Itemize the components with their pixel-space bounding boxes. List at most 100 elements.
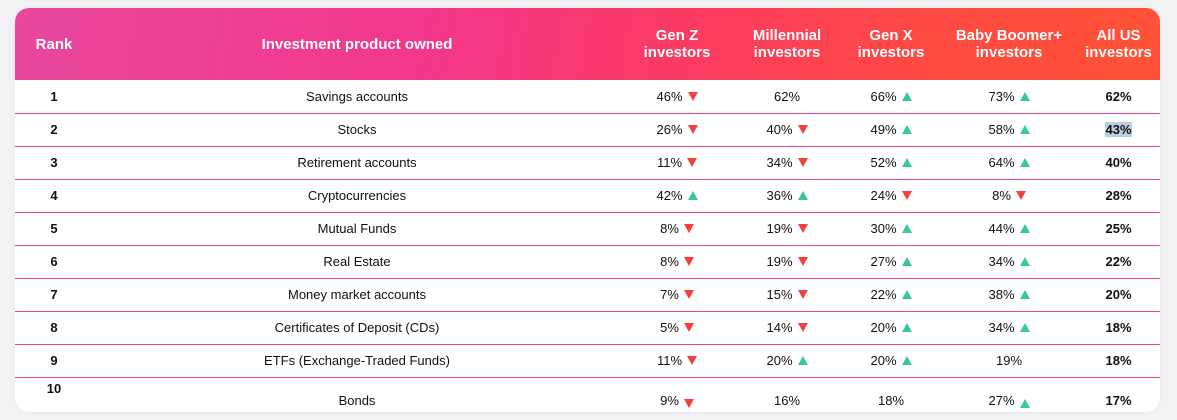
- column-header-product: Investment product owned: [261, 35, 453, 53]
- genx-value: 66%: [870, 89, 897, 104]
- rank-cell: 5: [50, 221, 58, 236]
- trend-up-icon: [1019, 125, 1030, 134]
- genx-value: 49%: [870, 122, 897, 137]
- all-investors-cell: 18%: [1077, 344, 1160, 377]
- genz-value: 9%: [660, 393, 679, 408]
- table-row: 1 Savings accounts 46% 62% 66% 73% 62%: [15, 80, 1160, 114]
- trend-up-icon: [797, 356, 808, 365]
- genz-value: 26%: [656, 122, 683, 137]
- product-cell: Certificates of Deposit (CDs): [274, 320, 440, 335]
- rank-cell: 8: [50, 320, 58, 335]
- rank-cell: 7: [50, 287, 58, 302]
- genz-cell: 26%: [621, 113, 733, 146]
- trend-up-icon: [1019, 399, 1030, 408]
- millennial-cell: 19%: [733, 212, 841, 245]
- boomer-value: 34%: [988, 320, 1015, 335]
- all-investors-cell: 28%: [1077, 179, 1160, 212]
- trend-down-icon: [797, 290, 808, 299]
- genz-cell: 46%: [621, 80, 733, 113]
- rank-cell: 2: [50, 122, 58, 137]
- product-cell: Cryptocurrencies: [307, 188, 407, 203]
- genx-cell: 18%: [841, 377, 941, 412]
- trend-up-icon: [901, 290, 912, 299]
- all-investors-cell: 20%: [1077, 278, 1160, 311]
- trend-down-icon: [797, 125, 808, 134]
- genx-cell: 49%: [841, 113, 941, 146]
- table-row: 4 Cryptocurrencies 42% 36% 24% 8% 28%: [15, 179, 1160, 213]
- boomer-cell: 27%: [941, 377, 1077, 412]
- boomer-cell: 38%: [941, 278, 1077, 311]
- genz-cell: 42%: [621, 179, 733, 212]
- trend-up-icon: [901, 158, 912, 167]
- trend-down-icon: [797, 224, 808, 233]
- millennial-value: 19%: [766, 221, 793, 236]
- genz-cell: 11%: [621, 146, 733, 179]
- genz-value: 46%: [656, 89, 683, 104]
- product-cell: Retirement accounts: [297, 155, 417, 170]
- rank-cell: 6: [50, 254, 58, 269]
- genx-value: 20%: [870, 320, 897, 335]
- column-header-millennial: Millennial investors: [752, 27, 822, 61]
- millennial-value: 19%: [766, 254, 793, 269]
- trend-down-icon: [683, 257, 694, 266]
- boomer-value: 73%: [988, 89, 1015, 104]
- all-investors-value: 22%: [1105, 254, 1132, 269]
- all-investors-value: 25%: [1105, 221, 1132, 236]
- rank-cell: 4: [50, 188, 58, 203]
- boomer-cell: 44%: [941, 212, 1077, 245]
- trend-up-icon: [1019, 323, 1030, 332]
- genx-cell: 52%: [841, 146, 941, 179]
- trend-down-icon: [683, 399, 694, 408]
- genx-value: 27%: [870, 254, 897, 269]
- all-investors-value: 18%: [1105, 353, 1132, 368]
- trend-up-icon: [687, 191, 698, 200]
- millennial-value: 36%: [766, 188, 793, 203]
- all-investors-value: 40%: [1105, 155, 1132, 170]
- millennial-cell: 20%: [733, 344, 841, 377]
- genz-cell: 7%: [621, 278, 733, 311]
- genz-value: 8%: [660, 221, 679, 236]
- table-row: 10 Bonds 9% 16% 18% 27% 17%: [15, 377, 1160, 412]
- boomer-cell: 73%: [941, 80, 1077, 113]
- genx-value: 24%: [870, 188, 897, 203]
- all-investors-value: 20%: [1105, 287, 1132, 302]
- all-investors-value: 17%: [1105, 393, 1132, 408]
- trend-down-icon: [687, 158, 698, 167]
- trend-up-icon: [1019, 224, 1030, 233]
- investment-table-card: Rank Investment product owned Gen Z invest…: [15, 8, 1160, 412]
- all-investors-cell: 25%: [1077, 212, 1160, 245]
- table-row: 7 Money market accounts 7% 15% 22% 38% 20%: [15, 278, 1160, 312]
- table-row: 6 Real Estate 8% 19% 27% 34% 22%: [15, 245, 1160, 279]
- trend-down-icon: [687, 125, 698, 134]
- product-cell: Stocks: [337, 122, 377, 137]
- trend-up-icon: [1019, 290, 1030, 299]
- boomer-cell: 34%: [941, 311, 1077, 344]
- millennial-value: 14%: [766, 320, 793, 335]
- trend-down-icon: [683, 323, 694, 332]
- genx-cell: 27%: [841, 245, 941, 278]
- table-row: 5 Mutual Funds 8% 19% 30% 44% 25%: [15, 212, 1160, 246]
- all-investors-value: 18%: [1105, 320, 1132, 335]
- boomer-value: 44%: [988, 221, 1015, 236]
- trend-down-icon: [797, 323, 808, 332]
- genx-value: 20%: [870, 353, 897, 368]
- boomer-value: 64%: [988, 155, 1015, 170]
- all-investors-cell: 62%: [1077, 80, 1160, 113]
- table-row: 2 Stocks 26% 40% 49% 58% 43%: [15, 113, 1160, 147]
- trend-up-icon: [1019, 92, 1030, 101]
- product-cell: Money market accounts: [287, 287, 426, 302]
- trend-up-icon: [901, 92, 912, 101]
- millennial-cell: 16%: [733, 377, 841, 412]
- genx-cell: 24%: [841, 179, 941, 212]
- all-investors-value: 43%: [1105, 122, 1132, 137]
- millennial-value: 20%: [766, 353, 793, 368]
- trend-up-icon: [901, 224, 912, 233]
- trend-up-icon: [1019, 257, 1030, 266]
- column-header-genz: Gen Z investors: [643, 27, 711, 61]
- millennial-cell: 19%: [733, 245, 841, 278]
- genx-cell: 30%: [841, 212, 941, 245]
- trend-down-icon: [683, 224, 694, 233]
- boomer-cell: 19%: [941, 344, 1077, 377]
- trend-down-icon: [901, 191, 912, 200]
- genz-value: 11%: [656, 353, 683, 368]
